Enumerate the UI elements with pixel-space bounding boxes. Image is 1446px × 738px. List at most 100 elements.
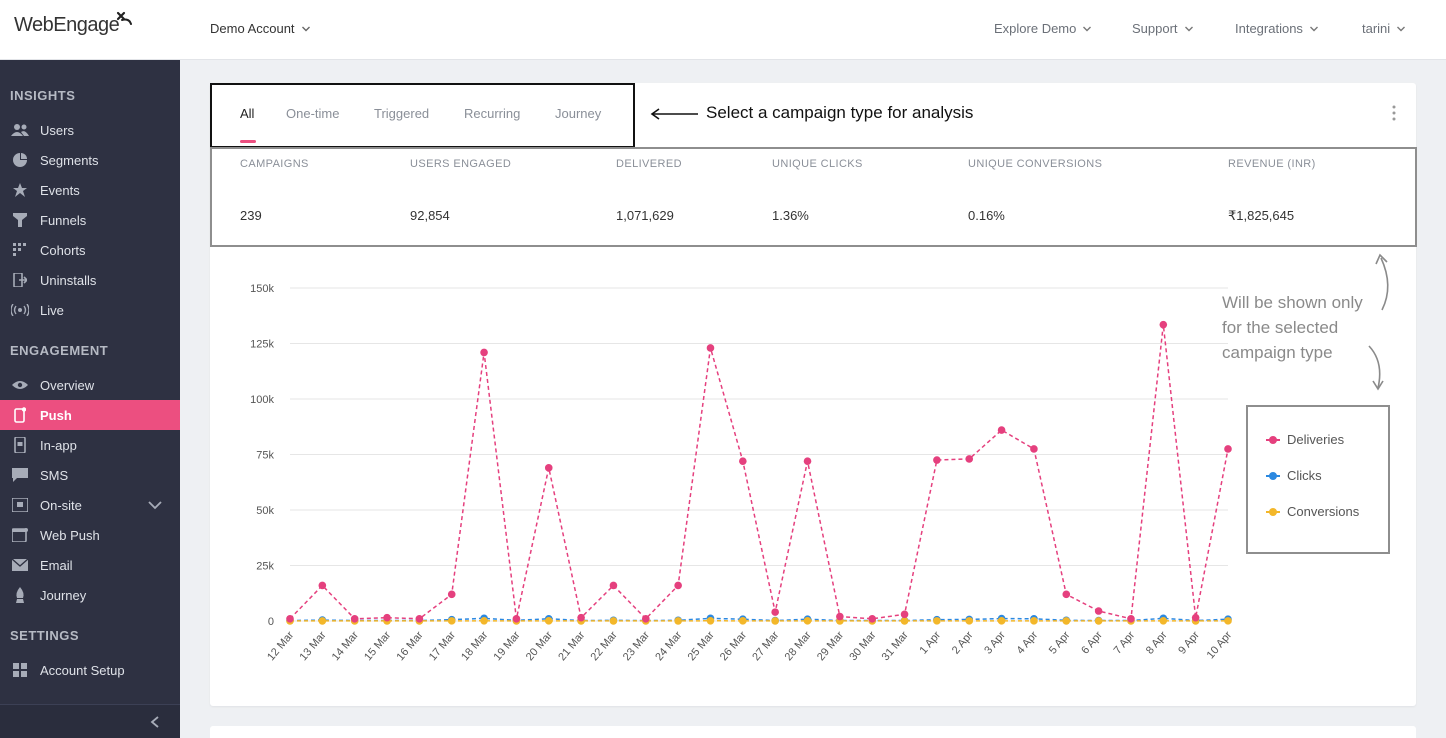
- data-point[interactable]: [965, 617, 974, 625]
- data-point[interactable]: [1030, 617, 1038, 625]
- sidebar-item-label: Account Setup: [40, 662, 125, 678]
- tab-recurring[interactable]: Recurring: [464, 106, 521, 121]
- data-point[interactable]: [1224, 617, 1232, 625]
- sidebar-item-journey[interactable]: Journey: [0, 580, 180, 610]
- pie-icon: [10, 152, 30, 168]
- data-point[interactable]: [1159, 320, 1168, 329]
- data-point[interactable]: [933, 456, 941, 464]
- more-options-icon[interactable]: [1391, 104, 1397, 122]
- data-point[interactable]: [609, 617, 618, 625]
- data-point[interactable]: [577, 613, 585, 622]
- data-point[interactable]: [415, 614, 424, 623]
- data-point[interactable]: [674, 581, 682, 590]
- sidebar-item-web-push[interactable]: Web Push: [0, 520, 180, 550]
- data-point[interactable]: [739, 457, 747, 465]
- data-point[interactable]: [933, 617, 941, 625]
- data-point[interactable]: [706, 344, 715, 352]
- data-point[interactable]: [286, 614, 294, 623]
- metric-header-unique-clicks: UNIQUE CLICKS: [772, 158, 863, 170]
- data-point[interactable]: [965, 455, 974, 463]
- data-point[interactable]: [480, 348, 488, 357]
- legend-item-clicks[interactable]: Clicks: [1266, 468, 1322, 483]
- section-engagement: ENGAGEMENT: [10, 343, 109, 358]
- x-tick-label: 30 Mar: [847, 629, 878, 663]
- series-line: [289, 324, 1229, 620]
- explore-demo-menu[interactable]: Explore Demo: [994, 21, 1092, 36]
- data-point[interactable]: [383, 613, 391, 622]
- account-name: Demo Account: [210, 21, 295, 36]
- data-point[interactable]: [1159, 617, 1168, 625]
- sidebar-collapse-button[interactable]: [0, 704, 180, 738]
- data-point[interactable]: [1094, 617, 1103, 625]
- sidebar-item-overview[interactable]: Overview: [0, 370, 180, 400]
- legend-swatch-icon: [1266, 507, 1280, 516]
- sidebar-item-live[interactable]: Live: [0, 295, 180, 325]
- tab-one-time[interactable]: One-time: [286, 106, 340, 121]
- data-point[interactable]: [609, 581, 618, 590]
- data-point[interactable]: [544, 617, 553, 625]
- data-point[interactable]: [1062, 617, 1071, 625]
- data-point[interactable]: [318, 581, 327, 590]
- data-point[interactable]: [803, 457, 812, 465]
- data-point[interactable]: [997, 617, 1006, 625]
- sidebar-item-on-site[interactable]: On-site: [0, 490, 180, 520]
- legend-item-deliveries[interactable]: Deliveries: [1266, 432, 1344, 447]
- data-point[interactable]: [836, 612, 844, 621]
- data-point[interactable]: [480, 617, 488, 625]
- sidebar-item-label: Cohorts: [40, 242, 86, 258]
- data-point[interactable]: [1127, 614, 1135, 623]
- sidebar-item-in-app[interactable]: In-app: [0, 430, 180, 460]
- data-point[interactable]: [544, 464, 553, 472]
- tab-all[interactable]: All: [240, 106, 255, 121]
- account-switcher[interactable]: Demo Account: [210, 21, 311, 36]
- star-icon: [10, 182, 30, 198]
- sidebar-item-cohorts[interactable]: Cohorts: [0, 235, 180, 265]
- data-point[interactable]: [674, 617, 682, 625]
- support-menu[interactable]: Support: [1132, 21, 1194, 36]
- legend-label: Clicks: [1287, 468, 1322, 483]
- data-point[interactable]: [318, 617, 327, 625]
- section-settings: SETTINGS: [10, 628, 80, 643]
- chevron-down-icon[interactable]: [148, 500, 162, 510]
- sidebar-item-label: Uninstalls: [40, 272, 97, 288]
- sidebar-item-push[interactable]: Push: [0, 400, 180, 430]
- data-point[interactable]: [447, 617, 456, 625]
- tab-triggered[interactable]: Triggered: [374, 106, 430, 121]
- data-point[interactable]: [868, 614, 877, 623]
- sidebar-item-events[interactable]: Events: [0, 175, 180, 205]
- sidebar-item-label: Segments: [40, 152, 99, 168]
- x-tick-label: 21 Mar: [556, 629, 587, 663]
- x-tick-label: 23 Mar: [621, 629, 652, 663]
- data-point[interactable]: [1062, 590, 1071, 599]
- data-point[interactable]: [900, 617, 909, 625]
- sidebar-item-account-setup[interactable]: Account Setup: [0, 655, 180, 685]
- data-point[interactable]: [641, 614, 650, 623]
- legend-item-conversions[interactable]: Conversions: [1266, 504, 1359, 519]
- data-point[interactable]: [771, 608, 779, 616]
- tab-journey[interactable]: Journey: [555, 106, 602, 121]
- webengage-logo[interactable]: WebEngage: [14, 14, 120, 36]
- data-point[interactable]: [900, 610, 909, 619]
- data-point[interactable]: [1224, 445, 1232, 453]
- data-point[interactable]: [350, 614, 359, 623]
- active-tab-indicator: [240, 140, 256, 143]
- sidebar-item-sms[interactable]: SMS: [0, 460, 180, 490]
- data-point[interactable]: [1191, 613, 1200, 622]
- data-point[interactable]: [447, 590, 456, 599]
- data-point[interactable]: [997, 426, 1006, 434]
- data-point[interactable]: [803, 617, 812, 625]
- data-point[interactable]: [706, 616, 715, 625]
- sidebar-item-label: Live: [40, 302, 64, 318]
- user-menu[interactable]: tarini: [1362, 21, 1406, 36]
- sidebar-item-email[interactable]: Email: [0, 550, 180, 580]
- data-point[interactable]: [1094, 607, 1103, 615]
- data-point[interactable]: [512, 614, 521, 623]
- sidebar-item-segments[interactable]: Segments: [0, 145, 180, 175]
- sidebar-item-uninstalls[interactable]: Uninstalls: [0, 265, 180, 295]
- data-point[interactable]: [739, 617, 747, 625]
- data-point[interactable]: [1030, 445, 1038, 453]
- sidebar-item-funnels[interactable]: Funnels: [0, 205, 180, 235]
- integrations-menu[interactable]: Integrations: [1235, 21, 1319, 36]
- sidebar-item-users[interactable]: Users: [0, 115, 180, 145]
- data-point[interactable]: [771, 617, 779, 625]
